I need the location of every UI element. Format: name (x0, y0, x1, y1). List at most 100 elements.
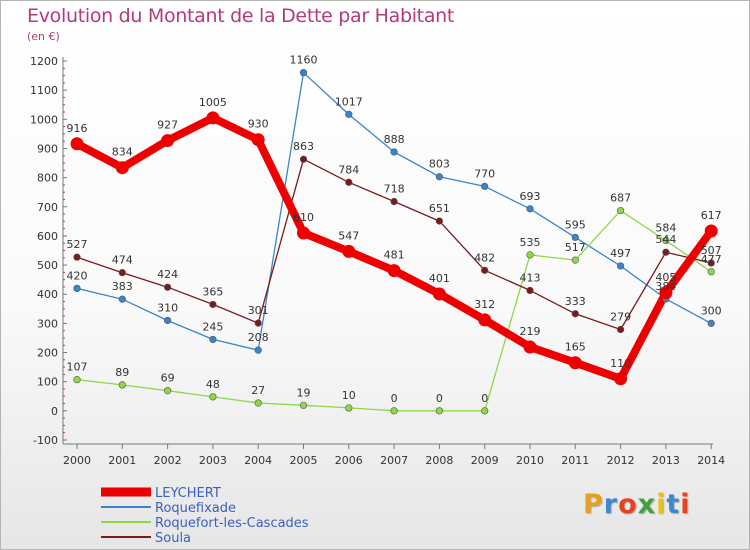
data-label: 89 (115, 366, 129, 379)
x-tick-label: 2008 (425, 454, 453, 467)
y-tick-label: 900 (37, 142, 58, 155)
data-point (299, 401, 308, 409)
y-tick-label: 300 (37, 317, 58, 330)
data-label: 413 (520, 271, 541, 284)
data-point (662, 236, 670, 245)
data-label: 784 (338, 163, 359, 176)
data-point (73, 253, 81, 261)
data-point (387, 264, 401, 278)
data-point (526, 205, 534, 213)
x-tick-label: 2005 (290, 454, 318, 467)
data-label: 384 (655, 280, 676, 293)
proxiti-logo: Proxiti (583, 489, 691, 520)
data-point (345, 110, 353, 118)
data-point (616, 206, 625, 215)
data-label: 1160 (290, 54, 318, 67)
logo-letter: i (656, 489, 667, 520)
legend-label: Roquefort-les-Cascades (155, 516, 309, 531)
data-points (70, 69, 718, 415)
data-point (523, 340, 537, 354)
data-point (616, 325, 625, 334)
data-label: 1017 (335, 95, 363, 108)
data-label: 401 (429, 272, 450, 285)
data-label: 507 (701, 244, 722, 257)
y-tick-label: 500 (37, 259, 58, 272)
data-point (254, 399, 262, 407)
data-point (161, 134, 175, 148)
y-tick-label: 100 (37, 376, 58, 389)
data-label: 803 (429, 158, 450, 171)
data-point (704, 224, 718, 238)
data-label: 693 (520, 190, 541, 203)
data-point (707, 268, 715, 276)
data-label: 69 (161, 372, 175, 385)
data-point (70, 137, 84, 151)
data-label: 279 (610, 311, 631, 324)
data-label: 651 (429, 202, 450, 215)
data-point (118, 269, 126, 277)
data-label: 219 (520, 325, 541, 338)
data-point (571, 256, 579, 264)
legend-label: Roquefixade (155, 501, 236, 516)
data-point (209, 393, 217, 401)
data-point (73, 376, 81, 384)
data-point (526, 286, 534, 295)
data-label: 477 (701, 253, 722, 266)
data-label: 517 (565, 241, 586, 254)
data-label: 482 (474, 251, 495, 264)
data-label: 888 (384, 133, 405, 146)
data-point (478, 313, 492, 327)
x-tick-label: 2006 (335, 454, 363, 467)
data-point (526, 251, 534, 259)
legend-label: LEYCHERT (155, 486, 221, 501)
logo-letter: t (666, 489, 681, 520)
data-label: 48 (206, 378, 220, 391)
data-point (209, 300, 217, 309)
data-label: 834 (112, 146, 133, 159)
data-point (254, 319, 262, 327)
y-tick-label: 1100 (30, 84, 58, 97)
data-label: 107 (67, 361, 88, 374)
data-point (164, 387, 172, 395)
data-label: 420 (67, 269, 88, 282)
logo-letter: x (637, 489, 657, 520)
data-point (390, 407, 398, 415)
legend: LEYCHERTRoquefixadeRoquefort-les-Cascade… (101, 486, 309, 546)
data-point (345, 404, 353, 412)
data-label: 0 (436, 392, 443, 405)
data-label: 383 (112, 280, 133, 293)
data-label: 10 (342, 389, 356, 402)
logo-letter: P (583, 489, 604, 520)
y-tick-label: 700 (37, 201, 58, 214)
chart-subtitle: (en €) (27, 30, 60, 43)
x-tick-label: 2013 (652, 454, 680, 467)
data-label: 1005 (199, 96, 227, 109)
data-point (118, 295, 126, 303)
data-label: 535 (520, 236, 541, 249)
data-label: 547 (338, 229, 359, 242)
data-label: 208 (248, 331, 269, 344)
data-label: 19 (297, 386, 311, 399)
data-label: 527 (67, 238, 88, 251)
data-label: 927 (157, 119, 178, 132)
data-label: 595 (565, 218, 586, 231)
data-point (342, 244, 356, 258)
y-tick-label: 1000 (30, 113, 58, 126)
axes: -100010020030040050060070080090010001100… (30, 55, 725, 467)
data-label: 497 (610, 247, 631, 260)
x-tick-label: 2012 (607, 454, 635, 467)
data-label: 301 (248, 304, 269, 317)
data-point (614, 372, 628, 386)
data-point (345, 178, 353, 186)
data-label: 687 (610, 192, 631, 205)
data-label: 0 (391, 392, 398, 405)
data-label: 610 (293, 211, 314, 224)
data-point (164, 316, 172, 325)
data-label: 110 (610, 357, 631, 370)
data-label: 312 (474, 298, 495, 311)
data-point (481, 182, 489, 190)
data-point (297, 226, 310, 240)
y-tick-label: 800 (37, 172, 58, 185)
data-point (206, 111, 220, 125)
data-point (571, 233, 579, 241)
